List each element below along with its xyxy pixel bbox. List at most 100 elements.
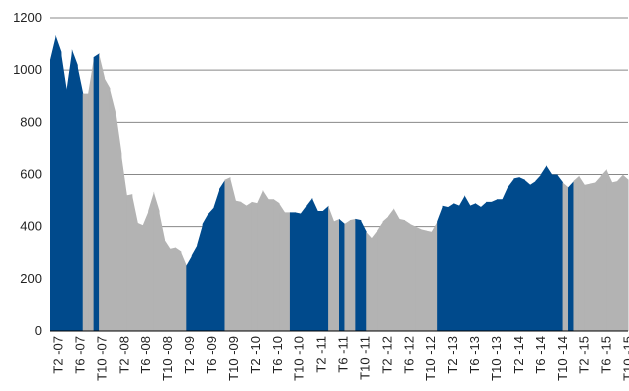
area-segment [55, 34, 62, 332]
y-tick-label: 800 [20, 114, 42, 129]
area-segment [491, 199, 498, 331]
area-segment [284, 212, 291, 331]
area-segment [202, 213, 209, 331]
area-segment [99, 53, 106, 332]
x-tick-label: T6 -14 [533, 336, 548, 374]
area-segment [295, 212, 302, 331]
x-tick-label: T2 -09 [182, 336, 197, 374]
area-segment [388, 208, 395, 331]
x-tick-label: T6 -08 [138, 336, 153, 374]
area-segment [573, 175, 580, 331]
area-segment [360, 220, 367, 331]
area-segment [513, 177, 520, 331]
x-tick-label: T6 -09 [204, 336, 219, 374]
area-segment [404, 220, 411, 331]
area-segment [50, 34, 56, 332]
y-tick-label: 1000 [13, 62, 42, 77]
area-segment [589, 182, 596, 331]
area-segment [251, 201, 258, 331]
area-segment [240, 201, 247, 331]
x-tick-label: T10 -14 [555, 336, 570, 381]
area-segment [393, 208, 400, 331]
area-segment [115, 111, 122, 332]
area-segment [562, 182, 569, 331]
x-tick-label: T10 -07 [94, 336, 109, 381]
area-segment [442, 205, 449, 331]
area-segment [568, 181, 574, 331]
area-segment [208, 207, 215, 331]
area-segment [617, 174, 624, 331]
area-segment [186, 255, 193, 331]
area-segment [540, 165, 547, 331]
area-segment [371, 230, 378, 331]
area-segment [546, 165, 553, 331]
x-tick-label: T2 -11 [314, 336, 329, 373]
x-tick-label: T10 -08 [160, 336, 175, 381]
y-tick-label: 600 [20, 167, 42, 182]
area-segment [60, 51, 67, 332]
area-segment [235, 200, 242, 331]
area-segment [262, 190, 269, 331]
area-segment [518, 177, 525, 331]
area-segment [219, 179, 225, 331]
x-tick-label: T6 -07 [72, 336, 87, 374]
area-segment [600, 169, 607, 331]
area-segment [137, 222, 144, 331]
x-tick-label: T6 -11 [336, 336, 351, 373]
area-segment [333, 218, 340, 331]
x-tick-label: T10 -10 [292, 336, 307, 381]
area-segment [508, 178, 514, 331]
y-tick-label: 400 [20, 219, 42, 234]
x-tick-label: T2 -14 [511, 336, 526, 374]
area-segment [82, 93, 89, 332]
area-segment [131, 194, 138, 331]
area-segment [300, 205, 307, 331]
area-segment [153, 191, 160, 331]
area-segment [595, 175, 602, 331]
area-segment [344, 220, 351, 331]
area-segment [109, 88, 116, 331]
x-tick-label: T6 -12 [401, 336, 416, 374]
area-segment [448, 203, 455, 331]
area-segment [398, 218, 405, 331]
area-segment [557, 174, 564, 331]
area-segment [213, 188, 220, 331]
area-segment [279, 203, 285, 331]
area-segment [159, 211, 166, 331]
area-segment [148, 191, 155, 331]
area-segment [93, 53, 100, 332]
area-segment [197, 224, 204, 331]
area-segment [349, 218, 356, 331]
area-segment [229, 177, 236, 331]
x-tick-label: T10 -13 [489, 336, 504, 381]
area-segment [366, 231, 373, 331]
area-segment [191, 244, 198, 331]
area-segment [164, 239, 171, 331]
area-segment [382, 216, 389, 331]
x-tick-label: T10 -09 [226, 336, 241, 381]
area-segment [420, 229, 427, 331]
area-segment [71, 49, 78, 332]
x-tick-label: T6 -13 [467, 336, 482, 374]
area-segment [535, 174, 542, 331]
area-segment [317, 211, 324, 331]
area-segment [584, 183, 591, 331]
area-segment [126, 194, 133, 331]
area-segment [66, 49, 73, 332]
x-tick-label: T2 -08 [116, 336, 131, 374]
area-segment [453, 203, 460, 331]
x-tick-label: T2 -10 [248, 336, 263, 374]
x-tick-label: T6 -15 [599, 336, 614, 374]
area-segment [529, 181, 536, 331]
x-tick-label: T2 -12 [379, 336, 394, 374]
area-segment [426, 230, 433, 331]
area-segment [180, 251, 187, 331]
area-segment [246, 201, 253, 331]
y-tick-label: 1200 [13, 10, 42, 25]
area-segment [77, 64, 84, 331]
area-segment [524, 179, 531, 331]
area-segment [486, 201, 493, 331]
x-tick-label: T10 -12 [423, 336, 438, 381]
